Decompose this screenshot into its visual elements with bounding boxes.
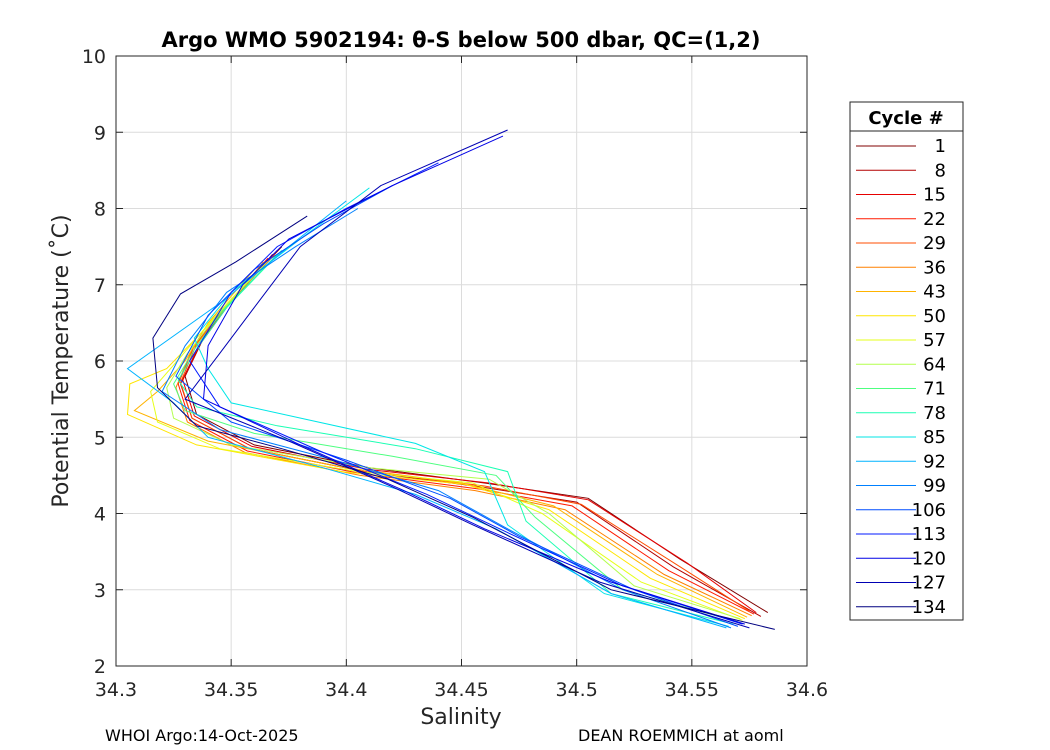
series-line-cycle-78: [177, 250, 734, 625]
series-line-cycle-134: [152, 215, 775, 630]
chart-title: Argo WMO 5902194: θ-S below 500 dbar, QC…: [162, 28, 761, 52]
legend-label-92: 92: [923, 451, 946, 472]
legend-label-8: 8: [935, 160, 946, 181]
legend-label-43: 43: [923, 282, 946, 303]
x-tick-label: 34.35: [204, 679, 258, 701]
legend-title: Cycle #: [868, 108, 943, 129]
x-tick-label: 34.45: [434, 679, 488, 701]
y-tick-label: 9: [94, 122, 106, 144]
footer-left-credit: WHOI Argo:14-Oct-2025: [105, 726, 299, 745]
legend: Cycle # 18152229364350576471788592991061…: [849, 101, 964, 621]
x-tick-label: 34.4: [325, 679, 367, 701]
series-line-cycle-127: [184, 129, 750, 629]
legend-label-99: 99: [923, 476, 946, 497]
x-axis-label: Salinity: [420, 705, 501, 730]
legend-label-57: 57: [923, 330, 946, 351]
legend-label-22: 22: [923, 209, 946, 230]
series-lines: [126, 129, 775, 630]
legend-label-15: 15: [923, 185, 946, 206]
y-tick-label: 6: [94, 351, 106, 373]
x-tick-label: 34.6: [786, 679, 828, 701]
y-tick-label: 2: [94, 656, 106, 678]
y-tick-label: 5: [94, 427, 106, 449]
series-line-cycle-50: [126, 269, 745, 620]
x-tick-label: 34.5: [556, 679, 598, 701]
x-tick-label: 34.55: [665, 679, 719, 701]
series-line-cycle-120: [202, 135, 745, 625]
series-line-cycle-57: [150, 261, 743, 621]
legend-label-120: 120: [912, 548, 946, 569]
axis-ticks: [115, 55, 808, 667]
legend-label-78: 78: [923, 403, 946, 424]
series-line-cycle-43: [133, 269, 748, 618]
legend-label-134: 134: [912, 597, 946, 618]
legend-label-85: 85: [923, 427, 946, 448]
legend-box: [849, 101, 964, 621]
y-tick-label: 3: [94, 580, 106, 602]
legend-label-36: 36: [923, 257, 946, 278]
legend-label-50: 50: [923, 306, 946, 327]
legend-label-64: 64: [923, 354, 946, 375]
series-line-cycle-64: [166, 257, 741, 620]
x-tick-label: 34.3: [95, 679, 137, 701]
y-axis-label: Potential Temperature (˚C): [49, 214, 74, 507]
y-tick-label: 10: [82, 46, 106, 68]
series-line-cycle-106: [175, 185, 739, 627]
legend-label-29: 29: [923, 233, 946, 254]
y-tick-labels: 2 3 4 5 6 7 8 9 10: [82, 46, 106, 678]
y-tick-label: 4: [94, 504, 106, 526]
legend-label-127: 127: [912, 573, 946, 594]
x-tick-labels: 34.3 34.35 34.4 34.45 34.5 34.55 34.6: [95, 679, 828, 701]
footer-right-credit: DEAN ROEMMICH at aoml: [578, 726, 784, 745]
y-tick-label: 7: [94, 275, 106, 297]
y-tick-label: 8: [94, 199, 106, 221]
series-line-cycle-71: [173, 253, 739, 623]
legend-label-71: 71: [923, 379, 946, 400]
legend-entries: 1 8 15 22 29 36 43 50 57 64 71 78 85 92 99 106 113 120 127…: [856, 136, 946, 618]
legend-label-1: 1: [935, 136, 946, 157]
legend-label-106: 106: [912, 500, 946, 521]
legend-label-113: 113: [912, 524, 946, 545]
